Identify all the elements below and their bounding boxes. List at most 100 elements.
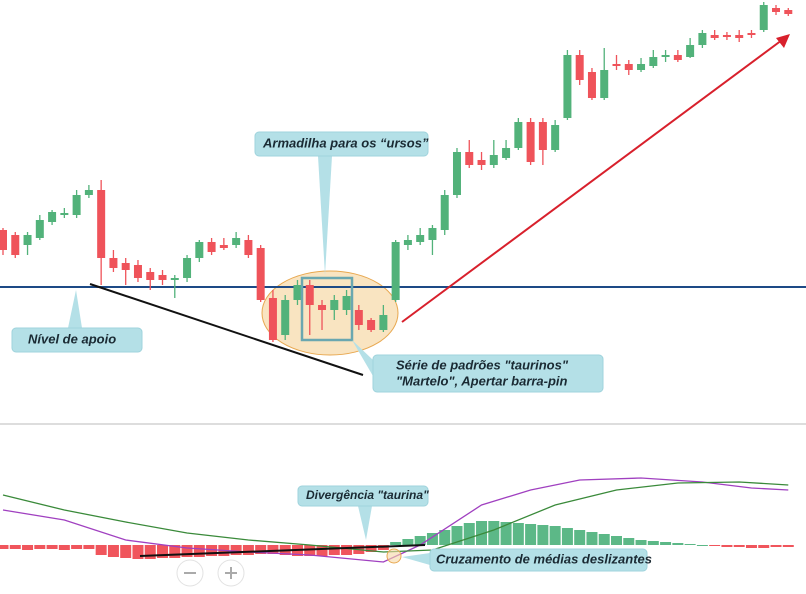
candle-body (563, 55, 572, 118)
candle-body (23, 235, 32, 245)
candle-body (722, 35, 731, 37)
histogram-bar (95, 545, 107, 555)
histogram-bar (451, 526, 463, 545)
callout-box (11, 327, 143, 353)
candle-body (587, 72, 596, 98)
candle-body (367, 320, 376, 330)
callout-text: "Martelo", Apertar barra-pin (396, 373, 568, 388)
histogram-bar (549, 526, 561, 545)
zoom-in-button[interactable] (217, 559, 245, 587)
histogram-bar (709, 545, 721, 546)
callout-pointer (318, 156, 332, 275)
histogram-bar (71, 545, 83, 549)
callout-text: Cruzamento de médias deslizantes (436, 551, 652, 566)
candle-body (600, 70, 609, 98)
candle-body (661, 55, 670, 57)
histogram-bar (770, 545, 782, 547)
arrow-head (776, 34, 790, 48)
histogram-bar (22, 545, 34, 550)
callout-box (429, 548, 648, 572)
histogram-bar (696, 545, 708, 546)
candle-body (526, 122, 535, 162)
histogram-bar (58, 545, 70, 550)
candle-body (183, 258, 192, 278)
candle-body (440, 195, 449, 230)
histogram-bar (365, 545, 377, 552)
candle-body (109, 258, 118, 268)
candle-body (97, 190, 106, 258)
callout-text: Nível de apoio (28, 331, 116, 346)
histogram-bar (672, 543, 684, 545)
callout-pointer (352, 340, 373, 376)
candle-body (416, 235, 425, 242)
callout-box (372, 354, 604, 393)
candle-body (146, 272, 155, 280)
trend-line (89, 283, 364, 376)
histogram-bar (660, 542, 672, 545)
candle-body (784, 10, 793, 14)
histogram-bar (611, 536, 622, 545)
callout-pointer (402, 553, 430, 565)
histogram-bar (586, 532, 598, 545)
candle-body (465, 152, 474, 165)
histogram-bar (242, 545, 254, 555)
callout-text: Armadilha para os “ursos” (262, 135, 429, 150)
histogram-bar (390, 542, 402, 545)
candle-body (735, 35, 744, 38)
candle-body (477, 160, 486, 165)
histogram-bar (144, 545, 156, 559)
callout-pointer (358, 506, 372, 540)
candle-body (403, 240, 412, 245)
up-arrow (401, 39, 783, 323)
histogram-bar (426, 533, 438, 545)
histogram-bar (537, 525, 549, 545)
candle-body (551, 125, 560, 150)
candle-body (772, 8, 781, 12)
candle-body (489, 155, 498, 165)
candle-body (624, 64, 633, 70)
candle-body (649, 57, 658, 66)
histogram-bar (414, 536, 426, 545)
candle-body (318, 305, 327, 310)
candle-body (305, 285, 314, 305)
candle-body (0, 230, 7, 250)
histogram-bar (402, 539, 414, 545)
candle-body (452, 152, 461, 195)
candle-body (244, 240, 253, 255)
histogram-bar (721, 545, 733, 547)
candle-body (293, 285, 302, 300)
candle-body (502, 148, 511, 158)
candle-body (330, 300, 339, 310)
histogram-bar (0, 545, 9, 549)
histogram-bar (157, 545, 169, 558)
histogram-bar (267, 545, 279, 554)
candle-body (48, 212, 57, 222)
candle-body (759, 5, 768, 30)
candle-body (158, 275, 167, 280)
candle-body (673, 55, 682, 60)
histogram-bar (525, 524, 537, 545)
histogram-bar (758, 545, 770, 548)
candle-body (514, 122, 523, 148)
candle-body (342, 296, 351, 310)
candle-body (637, 64, 646, 70)
trap-square (300, 276, 354, 342)
candle-body (379, 315, 388, 330)
histogram-bar (574, 530, 586, 545)
candle-body (60, 213, 69, 215)
candle-body (538, 122, 547, 150)
histogram-bar (561, 528, 573, 545)
histogram-bar (488, 521, 500, 545)
histogram-bar (132, 545, 144, 559)
indicator-line (2, 481, 789, 553)
histogram-bar (193, 545, 205, 557)
histogram-bar (316, 545, 328, 556)
candles (0, 2, 794, 563)
zoom-out-button[interactable] (176, 559, 204, 587)
candle-body (207, 242, 216, 252)
histogram-bar (439, 530, 451, 545)
histogram-bar (684, 544, 696, 545)
candle-body (170, 278, 179, 280)
histogram-bar (181, 545, 193, 557)
